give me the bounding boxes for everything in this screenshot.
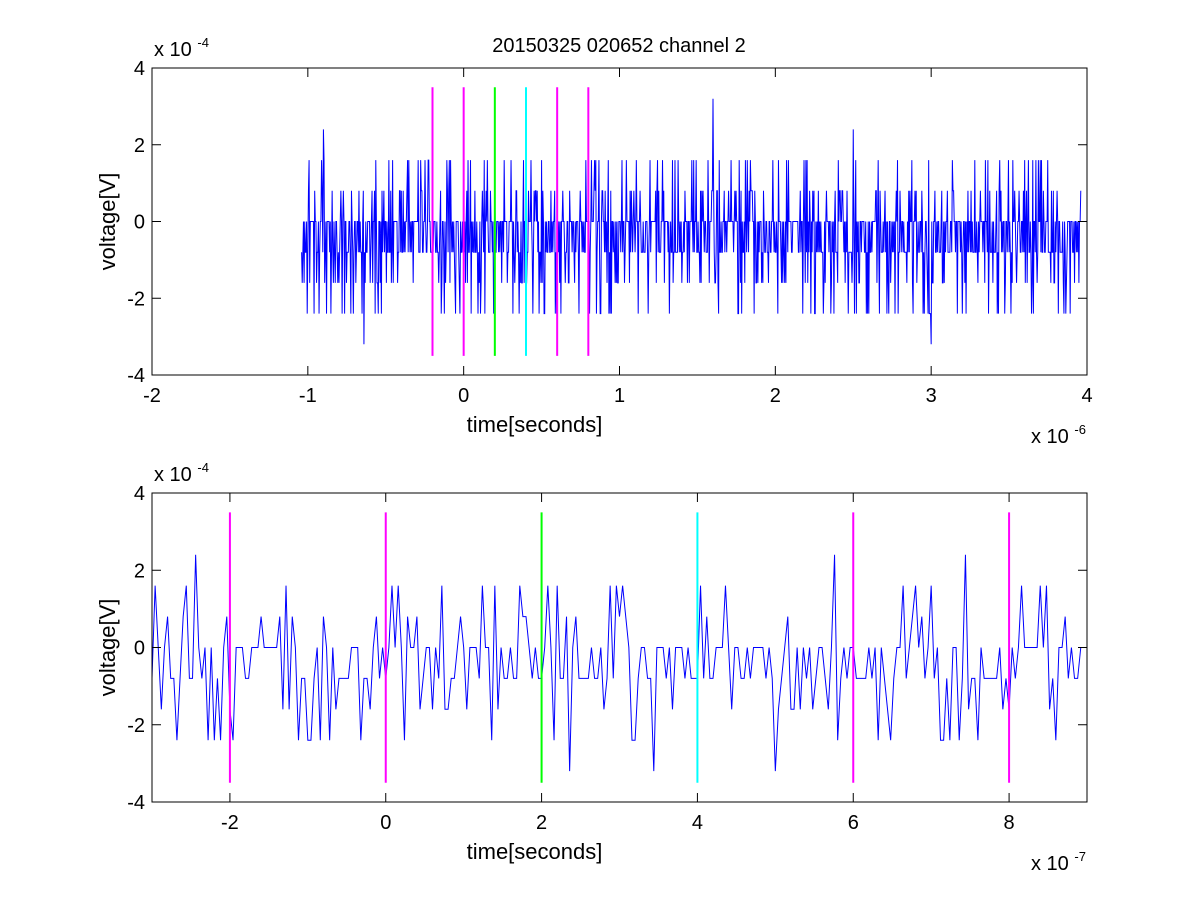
x-tick-label: -2 — [221, 812, 239, 834]
y-tick-label: 4 — [134, 58, 145, 80]
y-tick-label: -2 — [127, 288, 145, 310]
y-tick-label: -4 — [127, 792, 145, 814]
signal-series-line — [301, 98, 1082, 345]
y-axis-label: voltage[V] — [95, 599, 120, 697]
x-tick-label: 1 — [614, 385, 625, 407]
x-exponent-label: x 10 -6 — [1031, 422, 1086, 448]
x-axis-label: time[seconds] — [467, 839, 603, 864]
x-tick-label: 2 — [770, 385, 781, 407]
x-tick-label: 6 — [848, 812, 859, 834]
x-tick-label: -2 — [143, 385, 161, 407]
x-tick-label: 8 — [1004, 812, 1015, 834]
x-tick-label: 3 — [926, 385, 937, 407]
y-exponent-label: x 10 -4 — [154, 35, 209, 61]
x-tick-label: 0 — [380, 812, 391, 834]
y-tick-label: 0 — [134, 638, 145, 660]
y-tick-label: 0 — [134, 212, 145, 234]
y-axis-label: voltage[V] — [95, 173, 120, 271]
x-tick-label: 2 — [536, 812, 547, 834]
x-tick-label: 4 — [1081, 385, 1092, 407]
x-tick-label: 0 — [458, 385, 469, 407]
x-tick-label: 4 — [692, 812, 703, 834]
bottom-panel: -2 0 2 4 6 8 -4 -2 0 2 4 x 10 -4 x 10 -7 time[seconds… — [95, 460, 1088, 875]
y-tick-label: 2 — [134, 560, 145, 582]
x-axis-label: time[seconds] — [467, 412, 603, 437]
x-tick-label: -1 — [299, 385, 317, 407]
y-tick-label: -4 — [127, 365, 145, 387]
figure-title: 20150325 020652 channel 2 — [492, 35, 746, 57]
y-tick-label: -2 — [127, 715, 145, 737]
y-tick-label: 2 — [134, 135, 145, 157]
signal-series-line — [152, 554, 1087, 772]
x-exponent-label: x 10 -7 — [1031, 849, 1086, 875]
y-exponent-label: x 10 -4 — [154, 460, 209, 486]
y-tick-label: 4 — [134, 483, 145, 505]
